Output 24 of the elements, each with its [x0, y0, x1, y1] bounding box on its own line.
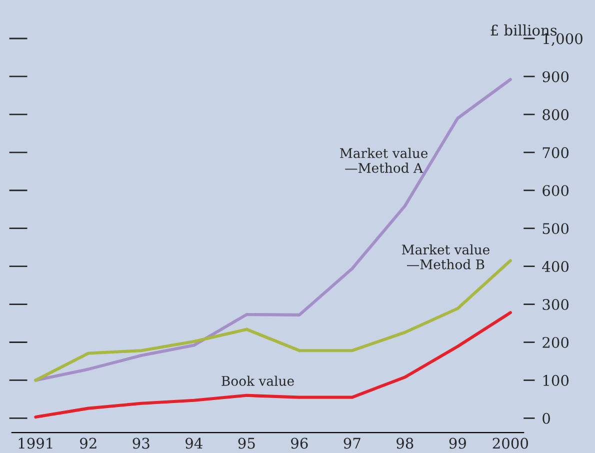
y-tick-label: 400	[542, 261, 569, 272]
y-tick-label: 300	[542, 299, 569, 310]
x-tick-label: 94	[186, 438, 202, 449]
x-tick-label: 92	[80, 438, 96, 449]
y-tick-label: 0	[542, 412, 550, 424]
y-tick-label: 100	[543, 374, 569, 386]
series-label: Market value —Method B	[402, 244, 490, 270]
y-tick-label: 900	[542, 71, 569, 82]
x-tick-label: 2000	[492, 438, 528, 449]
x-tick-label: 93	[132, 438, 150, 449]
x-tick-label: 96	[291, 438, 308, 449]
x-tick-label: 95	[238, 438, 255, 449]
y-tick-label: 800	[542, 109, 569, 120]
x-tick-label: 97	[344, 438, 360, 449]
y-tick-label: 700	[542, 147, 569, 158]
y-tick-label: 500	[542, 223, 569, 234]
x-tick-label: 99	[449, 438, 466, 449]
line-series	[34, 311, 512, 419]
series-label: Book value	[222, 376, 294, 386]
y-tick-label: 600	[542, 185, 569, 196]
series-label: Market value —Method A	[340, 148, 428, 173]
y-tick-label: 200	[542, 336, 569, 348]
x-tick-label: 1991	[18, 438, 52, 449]
x-tick-label: 98	[396, 438, 414, 449]
